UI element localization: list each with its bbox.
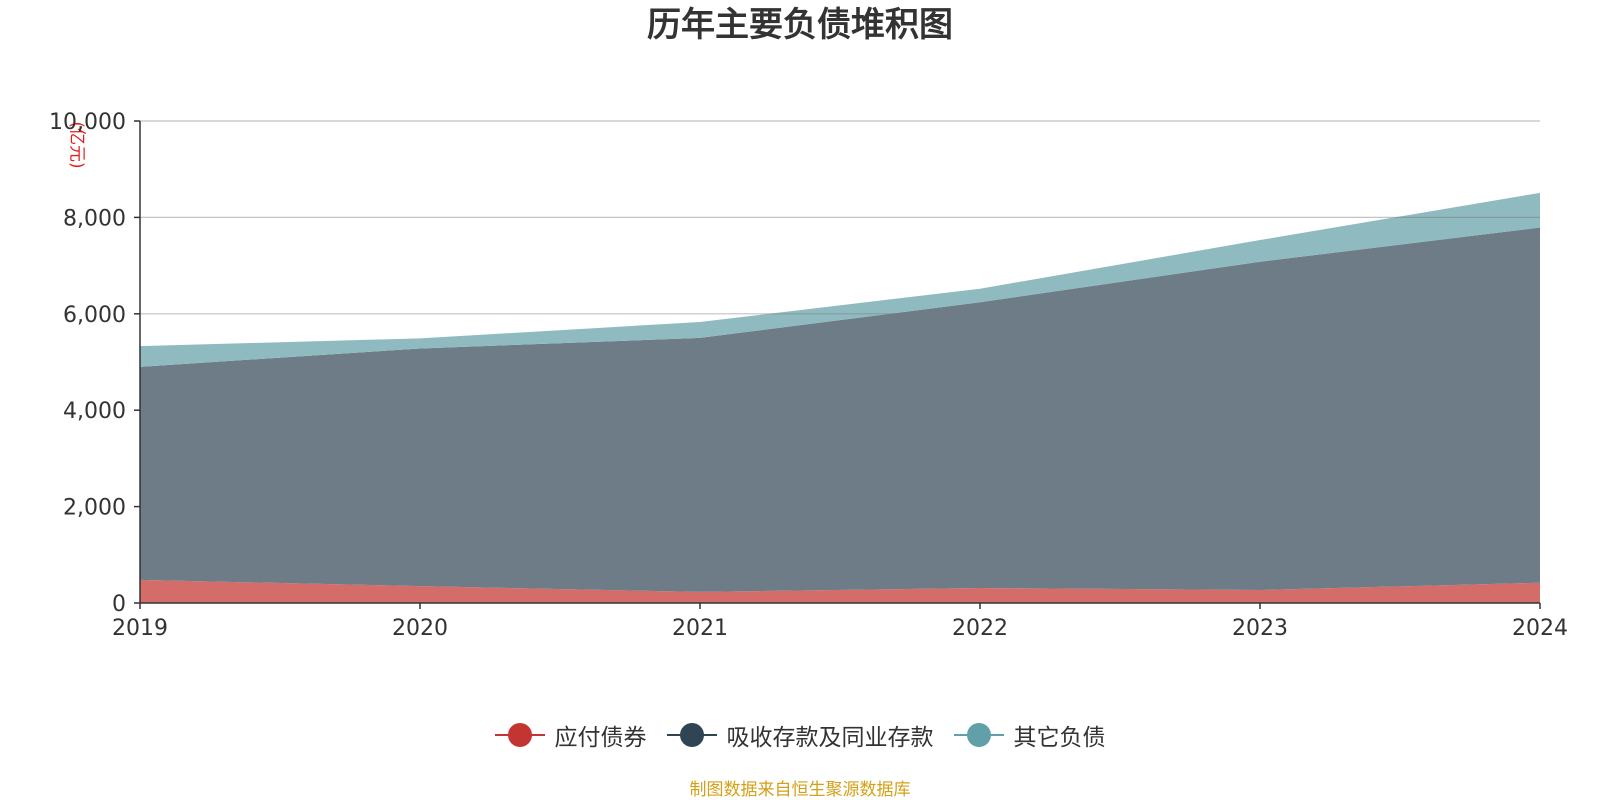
- area-series-0: [140, 579, 1540, 603]
- legend-label-bonds-payable: 应付债券: [554, 725, 647, 751]
- legend-symbol-deposits: [666, 722, 717, 748]
- legend-symbol-other-liabilities: [953, 722, 1004, 748]
- chart-title: 历年主要负债堆积图: [647, 5, 953, 45]
- y-tick-label-4: 8,000: [63, 206, 126, 231]
- legend-item-other-liabilities[interactable]: 其它负债: [953, 718, 1106, 752]
- area-series-1: [140, 227, 1540, 592]
- x-tick-label-2: 2021: [672, 616, 728, 641]
- x-tick-label-1: 2020: [392, 616, 448, 641]
- legend-label-other-liabilities: 其它负债: [1013, 725, 1106, 751]
- x-tick-label-3: 2022: [952, 616, 1008, 641]
- y-tick-label-5: 10,000: [49, 110, 126, 135]
- x-tick-label-4: 2023: [1232, 616, 1288, 641]
- y-tick-label-0: 0: [112, 592, 126, 617]
- y-tick-label-2: 4,000: [63, 399, 126, 424]
- y-tick-label-1: 2,000: [63, 496, 126, 521]
- area-series-2: [140, 192, 1540, 367]
- source-note: 制图数据来自恒生聚源数据库: [689, 780, 911, 800]
- y-tick-label-3: 6,000: [63, 303, 126, 328]
- x-tick-label-0: 2019: [112, 616, 168, 641]
- x-tick-label-5: 2024: [1512, 616, 1568, 641]
- legend-item-bonds-payable[interactable]: 应付债券: [494, 718, 647, 752]
- legend-label-deposits: 吸收存款及同业存款: [726, 725, 934, 751]
- legend-symbol-bonds-payable: [494, 722, 545, 748]
- legend: 应付债券 吸收存款及同业存款 其它负债: [0, 718, 1600, 752]
- legend-item-deposits[interactable]: 吸收存款及同业存款: [666, 718, 934, 752]
